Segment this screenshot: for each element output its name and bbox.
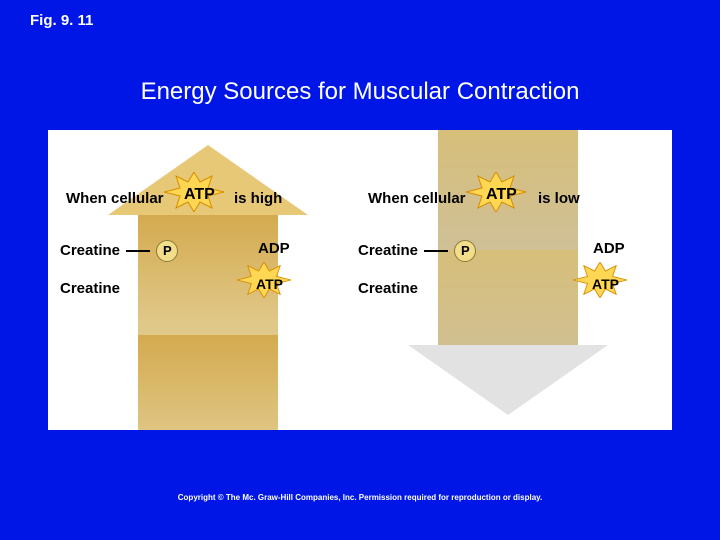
right-head-suffix: is low (538, 190, 580, 207)
bond-line-icon (424, 250, 448, 252)
left-head-atp-text: ATP (178, 182, 221, 208)
right-row2-creatine: Creatine P (358, 240, 476, 262)
right-head-atp-starburst: ATP (480, 182, 523, 208)
phosphate-icon: P (156, 240, 178, 262)
creatine-text: Creatine (358, 242, 418, 259)
left-row3-atp-starburst: ATP (250, 272, 289, 296)
right-row3-atp-text: ATP (586, 272, 625, 296)
right-head-atp-text: ATP (480, 182, 523, 208)
arrow-down-shaft (438, 130, 578, 345)
left-row3-atp-text: ATP (250, 272, 289, 296)
slide-root: Fig. 9. 11 Energy Sources for Muscular C… (0, 0, 720, 540)
bond-line-icon (126, 250, 150, 252)
right-row3-creatine: Creatine (358, 280, 418, 297)
slide-title: Energy Sources for Muscular Contraction (0, 78, 720, 106)
left-head-prefix: When cellular (66, 190, 164, 207)
right-row2-adp: ADP (593, 240, 625, 257)
diagram-panel: When cellular ATP is high Creatine P ADP… (48, 130, 672, 430)
phosphate-icon: P (454, 240, 476, 262)
arrow-down-head (408, 345, 608, 415)
left-row2-adp: ADP (258, 240, 290, 257)
right-head-prefix: When cellular (368, 190, 466, 207)
left-row2-creatine: Creatine P (60, 240, 178, 262)
figure-label: Fig. 9. 11 (30, 12, 93, 29)
creatine-text: Creatine (60, 242, 120, 259)
left-row3-creatine: Creatine (60, 280, 120, 297)
left-head-suffix: is high (234, 190, 282, 207)
right-row3-atp-starburst: ATP (586, 272, 625, 296)
copyright-text: Copyright © The Mc. Graw-Hill Companies,… (0, 493, 720, 502)
left-head-atp-starburst: ATP (178, 182, 221, 208)
